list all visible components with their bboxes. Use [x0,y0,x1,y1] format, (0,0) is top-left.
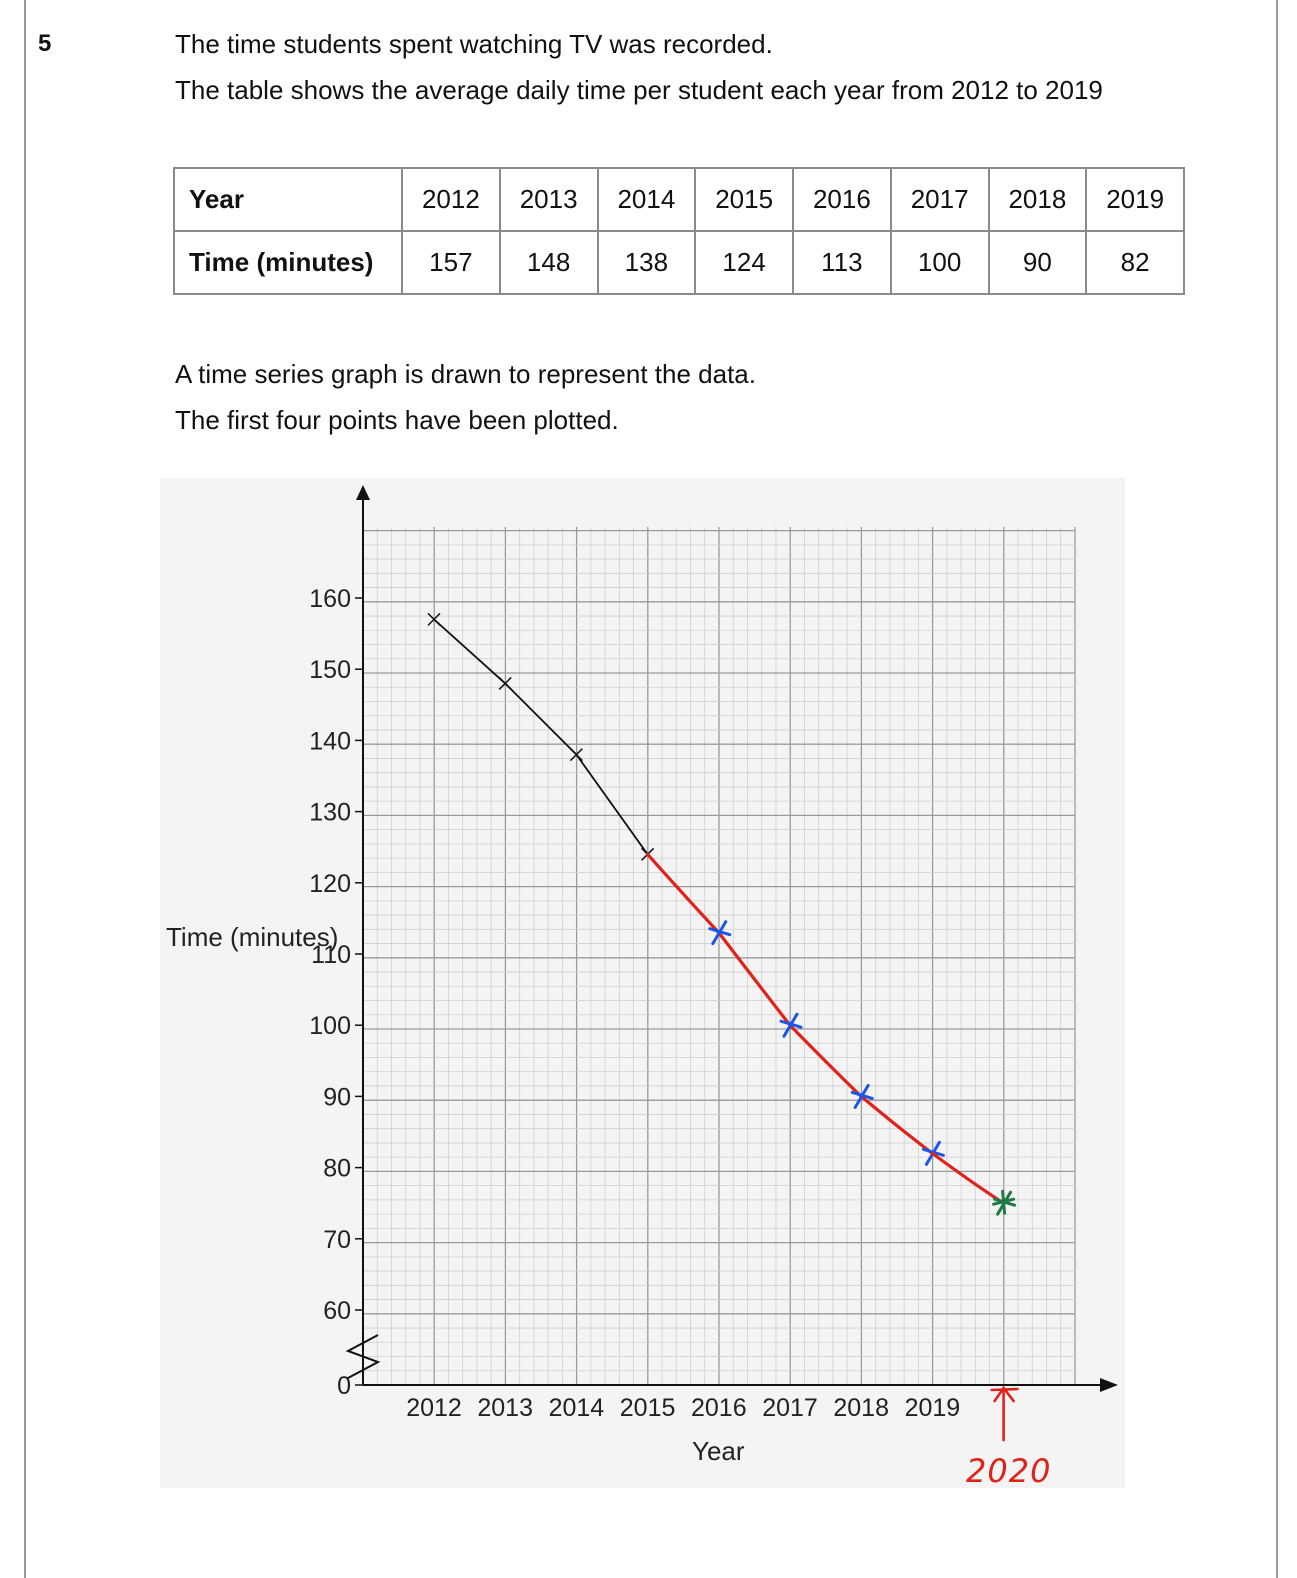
x-axis-label: Year [692,1436,745,1466]
y-tick-label: 100 [309,1012,351,1040]
annotation-arrow-icon [990,1385,1019,1442]
y-tick-label: 160 [309,585,351,613]
x-axis-arrow-icon [1100,1378,1118,1392]
time-row: Time (minutes) 157 148 138 124 113 100 9… [173,230,1185,295]
axis-break-icon [345,1334,381,1379]
question-number: 5 [38,30,52,57]
y-tick-label: 120 [309,870,351,898]
x-tick-label: 2019 [905,1394,961,1422]
x-tick-label: 2016 [691,1394,747,1422]
year-cell: 2013 [498,167,599,232]
y-tick-label: 130 [309,799,351,827]
year-row: Year 2012 2013 2014 2015 2016 2017 2018 … [173,167,1185,232]
time-cell: 82 [1085,230,1185,295]
time-cell: 100 [889,230,990,295]
question-line-3: A time series graph is drawn to represen… [175,359,756,389]
question-line-4: The first four points have been plotted. [175,405,619,435]
x-tick-label: 2015 [620,1394,676,1422]
printed-series-line [433,618,649,855]
question-line-2: The table shows the average daily time p… [175,75,1103,105]
extension-series-line [930,1151,1006,1205]
y-tick-label: 80 [323,1155,351,1183]
year-cell: 2014 [596,167,697,232]
graph-background [160,478,1125,1488]
year-cell: 2018 [987,167,1088,232]
x-tick-label: 2018 [833,1394,889,1422]
star-marker [992,1189,1016,1215]
annotation-2020: 2020 [966,1452,1052,1490]
year-cell: 2015 [694,167,794,232]
printed-cross-marker [427,612,441,626]
handwritten-cross-marker [779,1012,803,1038]
y-tick-label: 70 [323,1226,351,1254]
time-cell: 148 [498,230,599,295]
y-tick-label: 140 [309,727,351,755]
y-tick-label: 110 [311,941,351,969]
time-cell: 113 [792,230,892,295]
y-axis-arrow-icon [356,485,370,500]
year-header: Year [173,167,403,232]
time-cell: 157 [401,230,501,295]
year-cell: 2016 [792,167,892,232]
handwritten-cross-marker [708,920,732,946]
year-cell: 2017 [889,167,990,232]
year-cell: 2012 [401,167,501,232]
y-tick-label: 0 [337,1372,351,1400]
handwritten-cross-marker [850,1083,874,1109]
year-cell: 2019 [1085,167,1185,232]
time-cell: 124 [694,230,794,295]
time-cell: 90 [987,230,1088,295]
y-tick-label: 150 [309,656,351,684]
printed-cross-marker [498,676,512,690]
question-line-1: The time students spent watching TV was … [175,29,773,59]
x-tick-label: 2017 [762,1394,818,1422]
y-axis-label: Time (minutes) [166,922,339,952]
x-tick-label: 2012 [406,1394,462,1422]
y-tick-label: 90 [323,1083,351,1111]
data-table: Year 2012 2013 2014 2015 2016 2017 2018 … [173,167,1185,295]
y-tick-label: 60 [323,1297,351,1325]
time-header: Time (minutes) [173,230,403,295]
frame-line-left [24,0,26,1578]
printed-cross-marker [569,748,583,762]
time-cell: 138 [596,230,697,295]
frame-line-right [1276,0,1278,1578]
x-tick-label: 2014 [549,1394,605,1422]
x-tick-label: 2013 [477,1394,533,1422]
